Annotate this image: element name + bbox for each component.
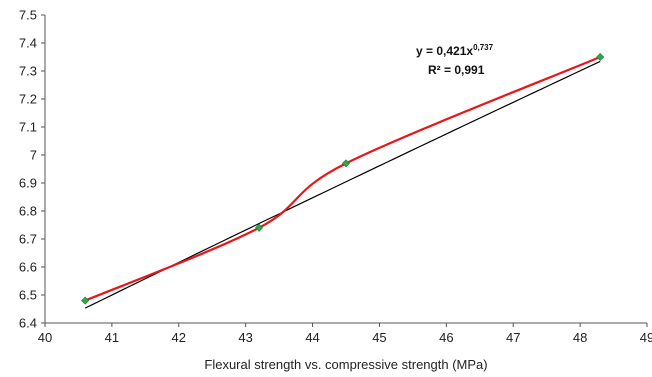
x-tick-label: 40 (38, 330, 52, 345)
y-tick-label: 7.2 (19, 92, 37, 107)
smooth-line-group (84, 55, 601, 302)
smooth-series-line (84, 55, 601, 302)
y-tick-label: 7 (30, 148, 37, 163)
x-tick-label: 48 (573, 330, 587, 345)
y-tick-label: 7.5 (19, 8, 37, 23)
y-tick-label: 6.6 (19, 260, 37, 275)
y-tick-label: 6.5 (19, 288, 37, 303)
x-tick-label: 45 (372, 330, 386, 345)
x-tick-label: 42 (172, 330, 186, 345)
x-axis-ticks: 40 41 42 43 44 45 46 47 48 49 (38, 323, 652, 345)
x-tick-label: 47 (506, 330, 520, 345)
data-point-marker (341, 159, 351, 168)
trendline (84, 60, 601, 309)
y-tick-label: 7.4 (19, 36, 37, 51)
trendline-group (84, 60, 601, 309)
x-tick-label: 46 (439, 330, 453, 345)
data-point-marker (255, 223, 264, 232)
axes (44, 15, 647, 324)
x-axis-title: Flexural strength vs. compressive streng… (204, 357, 487, 372)
x-tick-label: 49 (640, 330, 652, 345)
x-tick-label: 44 (305, 330, 319, 345)
y-tick-label: 6.7 (19, 232, 37, 247)
x-tick-label: 43 (238, 330, 252, 345)
trendline-equation: y = 0,421x0,737 (416, 43, 494, 58)
equation-exponent: 0,737 (473, 43, 494, 52)
r-squared-label: R² = 0,991 (428, 63, 485, 77)
y-tick-label: 7.1 (19, 120, 37, 135)
data-point-marker (81, 296, 90, 305)
data-points (81, 52, 605, 305)
y-tick-label: 6.9 (19, 176, 37, 191)
y-tick-label: 6.4 (19, 316, 37, 331)
y-axis-ticks: 6.4 6.5 6.6 6.7 6.8 6.9 7 7.1 7.2 7.3 7.4 7.5 (19, 8, 45, 331)
x-tick-label: 41 (105, 330, 119, 345)
y-tick-label: 6.8 (19, 204, 37, 219)
equation-prefix: y = 0,421x (416, 44, 473, 58)
data-point-marker (596, 52, 605, 62)
y-tick-label: 7.3 (19, 64, 37, 79)
